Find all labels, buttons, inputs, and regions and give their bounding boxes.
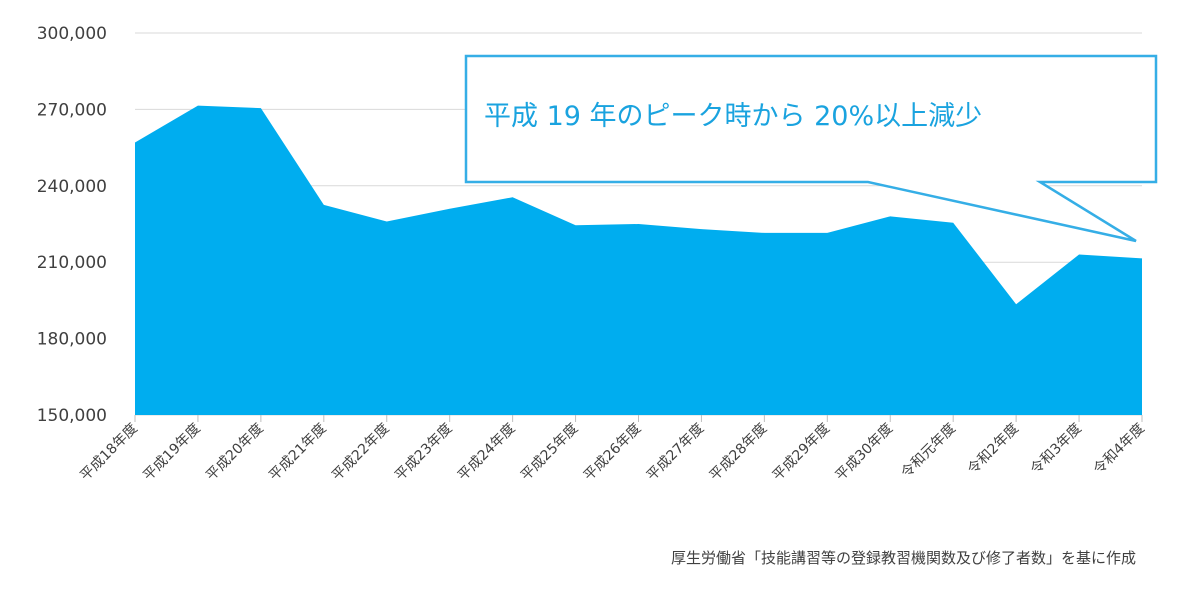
x-tick-label: 平成19年度 xyxy=(140,421,204,485)
x-tick-label: 平成18年度 xyxy=(77,421,141,485)
plot-area xyxy=(134,105,1143,415)
x-tick-label: 令和元年度 xyxy=(898,421,959,482)
x-tick-label: 平成30年度 xyxy=(833,421,897,485)
x-tick-label: 平成29年度 xyxy=(770,421,834,485)
y-tick-label: 180,000 xyxy=(37,330,107,350)
y-tick-label: 150,000 xyxy=(37,406,107,426)
x-tick-label: 令和3年度 xyxy=(1028,421,1085,478)
x-tick-label: 平成28年度 xyxy=(707,421,771,485)
x-axis: 平成18年度 平成19年度 平成20年度 平成21年度 平成22年度 平成23年度 平成24… xyxy=(77,415,1148,484)
x-tick-label: 平成26年度 xyxy=(581,421,645,485)
x-tick-label: 平成20年度 xyxy=(203,421,267,485)
y-tick-label: 240,000 xyxy=(37,177,107,197)
x-tick-label: 平成24年度 xyxy=(455,421,519,485)
y-tick-label: 210,000 xyxy=(37,253,107,273)
x-tick-label: 平成25年度 xyxy=(518,421,582,485)
y-tick-label: 270,000 xyxy=(37,100,107,120)
x-tick-label: 令和4年度 xyxy=(1091,421,1148,478)
x-tick-label: 平成27年度 xyxy=(644,421,708,485)
x-tick-label: 令和2年度 xyxy=(965,421,1022,478)
source-note: 厚生労働省「技能講習等の登録教習機関数及び修了者数」を基に作成 xyxy=(671,549,1136,567)
x-tick-label: 平成23年度 xyxy=(392,421,456,485)
y-axis: 150,000 180,000 210,000 240,000 270,000 300,0… xyxy=(37,24,107,426)
y-tick-label: 300,000 xyxy=(37,24,107,44)
annotation-callout: 平成 19 年のピーク時から 20%以上減少 xyxy=(464,54,1158,243)
callout-bubble xyxy=(464,54,1158,243)
x-tick-label: 平成22年度 xyxy=(329,421,393,485)
area-series xyxy=(135,105,1142,415)
callout-text: 平成 19 年のピーク時から 20%以上減少 xyxy=(484,101,982,132)
x-tick-label: 平成21年度 xyxy=(266,421,330,485)
